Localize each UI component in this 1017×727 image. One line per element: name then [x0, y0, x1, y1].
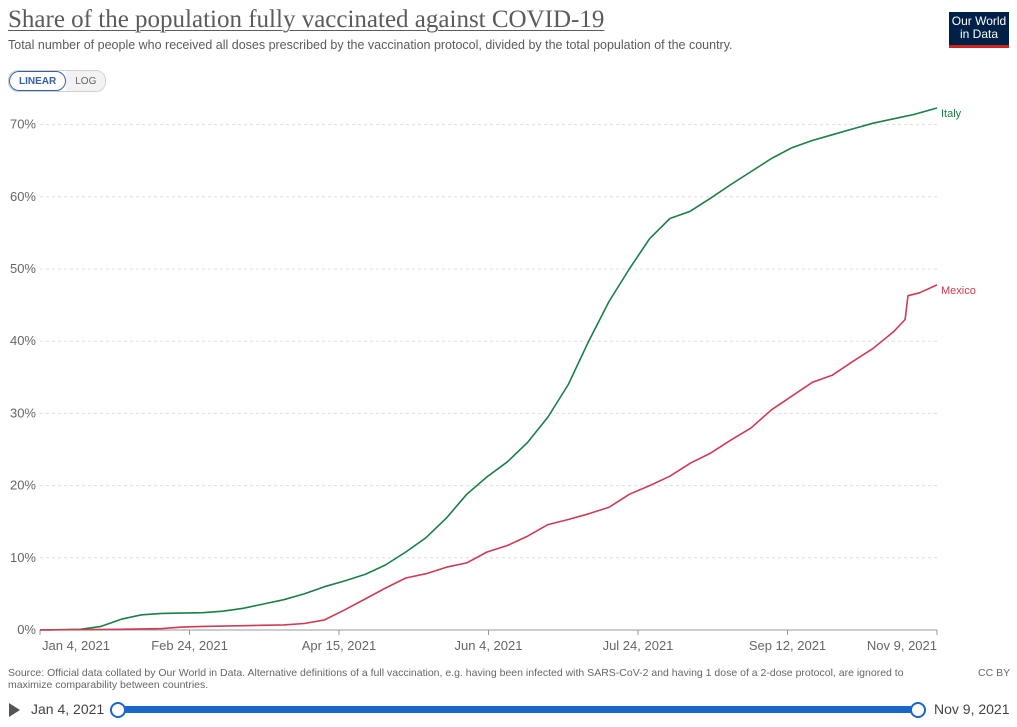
play-icon[interactable]: [9, 703, 20, 717]
logo-line-2: in Data: [959, 27, 999, 41]
y-tick-label: 40%: [10, 333, 36, 348]
timeline-start-label: Jan 4, 2021: [31, 701, 105, 717]
chart-subtitle: Total number of people who received all …: [8, 38, 733, 52]
linear-scale-button[interactable]: LINEAR: [9, 71, 67, 91]
x-tick-label: Sep 12, 2021: [749, 638, 826, 653]
x-tick-label: Feb 24, 2021: [151, 638, 228, 653]
series-label-mexico: Mexico: [941, 285, 976, 297]
license-link[interactable]: CC BY: [978, 667, 1011, 679]
x-tick-label: Jan 4, 2021: [42, 638, 110, 653]
timeline-start-handle[interactable]: [110, 702, 126, 718]
logo-line-1: Our World: [951, 14, 1007, 28]
owid-logo[interactable]: Our World in Data: [949, 12, 1009, 48]
timeline-end-handle[interactable]: [910, 702, 926, 718]
line-chart: 0% 10% 20% 30% 40% 50% 60% 70% Jan 4, 2021 Feb 24…: [10, 107, 976, 653]
x-tick-label: Jun 4, 2021: [455, 638, 523, 653]
timeline: Jan 4, 2021 Nov 9, 2021: [0, 697, 1017, 723]
y-tick-label: 50%: [10, 261, 36, 276]
y-tick-label: 0%: [17, 622, 36, 637]
chart-title[interactable]: Share of the population fully vaccinated…: [8, 6, 605, 33]
timeline-end-label: Nov 9, 2021: [934, 701, 1010, 717]
series-line-italy: [39, 107, 938, 631]
series-line-mexico: [39, 284, 938, 631]
logo-accent-bar: [949, 45, 1009, 48]
x-tick-label: Jul 24, 2021: [603, 638, 674, 653]
source-note: Source: Official data collated by Our Wo…: [8, 667, 904, 691]
y-tick-label: 70%: [10, 117, 36, 132]
scale-toggle: LINEAR LOG: [8, 70, 107, 92]
y-tick-label: 10%: [10, 550, 36, 565]
y-tick-label: 30%: [10, 405, 36, 420]
x-tick-label: Nov 9, 2021: [867, 638, 937, 653]
x-tick-label: Apr 15, 2021: [302, 638, 376, 653]
timeline-track[interactable]: [118, 706, 918, 713]
series-label-italy: Italy: [941, 108, 962, 120]
log-scale-button[interactable]: LOG: [66, 71, 106, 91]
y-tick-label: 60%: [10, 189, 36, 204]
y-tick-label: 20%: [10, 478, 36, 493]
